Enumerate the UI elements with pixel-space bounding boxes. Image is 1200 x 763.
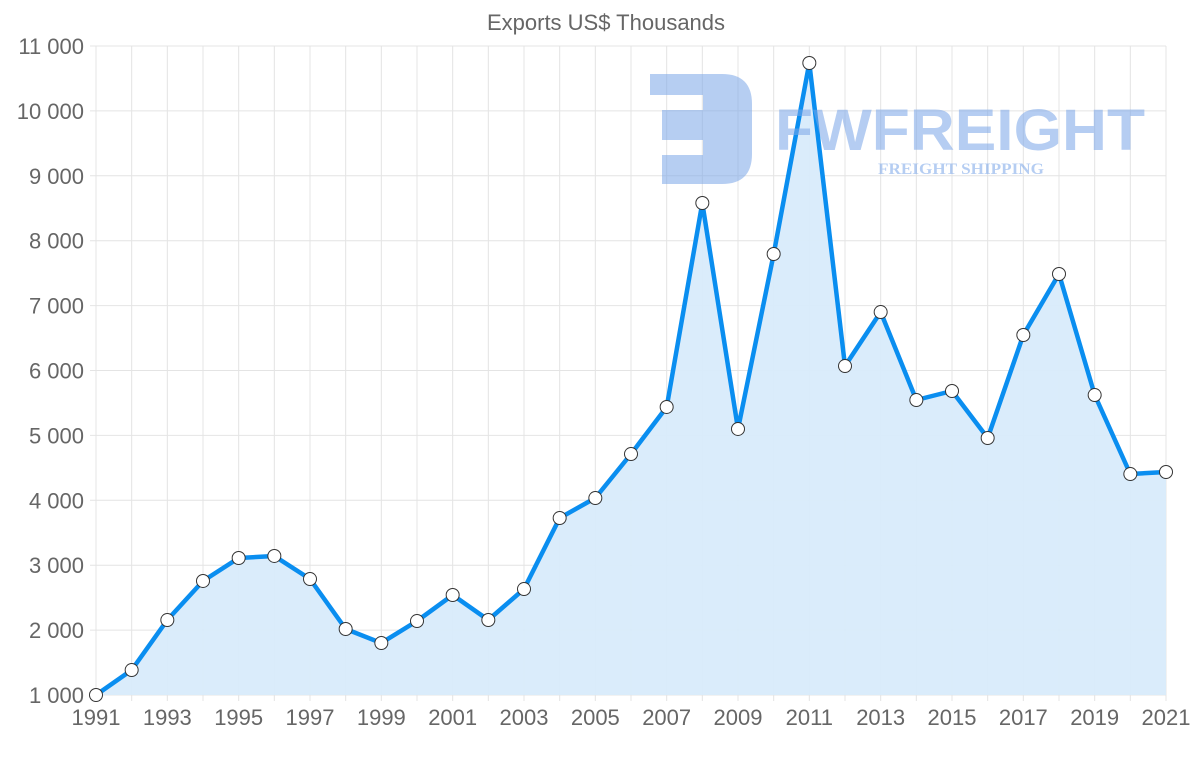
x-axis-ticks: 1991 1993 1995 1997 1999 2001 2003 2005 2007 2009… [72, 705, 1191, 730]
x-tick-label: 1995 [214, 705, 263, 730]
x-tick-label: 2003 [500, 705, 549, 730]
chart-title: Exports US$ Thousands [487, 10, 725, 35]
data-point [802, 56, 817, 71]
y-tick-label: 11 000 [18, 34, 84, 59]
data-point [909, 393, 924, 408]
data-point [695, 195, 710, 210]
y-tick-label: 6 000 [29, 359, 84, 384]
x-tick-label: 2009 [714, 705, 763, 730]
data-point [481, 613, 496, 628]
y-tick-label: 2 000 [29, 618, 84, 643]
x-tick-label: 2021 [1142, 705, 1191, 730]
x-tick-label: 2007 [642, 705, 691, 730]
data-point [1052, 266, 1066, 281]
x-tick-label: 2013 [856, 705, 905, 730]
data-point [89, 688, 103, 702]
data-point [1016, 327, 1031, 342]
data-point [1087, 388, 1102, 403]
data-point [517, 582, 531, 597]
data-point [445, 587, 460, 602]
area-fill [96, 63, 1166, 695]
y-axis-ticks: 1 000 2 000 3 000 4 000 5 000 6 000 7 000 8 000… [17, 34, 84, 708]
data-point [338, 621, 353, 636]
y-tick-label: 1 000 [29, 683, 84, 708]
watermark-logo-mark [650, 74, 752, 184]
data-point [1159, 465, 1173, 480]
data-point [552, 511, 567, 526]
x-tick-label: 1993 [143, 705, 192, 730]
data-point [731, 421, 745, 436]
x-tick-label: 2011 [786, 705, 833, 730]
data-point [231, 550, 246, 565]
y-tick-label: 9 000 [29, 164, 84, 189]
data-point [659, 399, 674, 414]
area-path [96, 63, 1166, 695]
x-tick-label: 2015 [928, 705, 977, 730]
x-tick-label: 2001 [428, 705, 477, 730]
x-tick-label: 1991 [72, 705, 121, 730]
data-point [374, 636, 389, 651]
data-point [766, 247, 781, 262]
data-point [160, 613, 175, 628]
y-tick-label: 7 000 [29, 294, 84, 319]
watermark-logo: FWFREIGHT FREIGHT SHIPPING [650, 74, 1145, 184]
y-tick-label: 3 000 [29, 553, 84, 578]
data-point [124, 663, 139, 678]
x-tick-label: 1999 [357, 705, 406, 730]
y-tick-label: 8 000 [29, 229, 84, 254]
data-point [624, 447, 638, 462]
y-tick-label: 4 000 [29, 488, 84, 513]
y-tick-label: 10 000 [17, 99, 84, 124]
data-point [1123, 467, 1138, 482]
watermark-tagline: FREIGHT SHIPPING [878, 161, 1045, 178]
data-point [980, 430, 995, 445]
data-point [267, 548, 282, 563]
x-tick-label: 1997 [286, 705, 335, 730]
data-point [196, 573, 210, 588]
data-point [410, 614, 424, 629]
watermark-brand: FWFREIGHT [775, 98, 1145, 163]
data-point [588, 491, 603, 506]
x-tick-label: 2019 [1070, 705, 1119, 730]
data-point [303, 572, 317, 587]
y-tick-label: 5 000 [29, 423, 84, 448]
data-point [945, 384, 959, 399]
x-tick-label: 2005 [571, 705, 620, 730]
data-point [873, 305, 888, 320]
x-tick-label: 2017 [999, 705, 1048, 730]
data-point [838, 359, 852, 374]
series-points [89, 56, 1173, 702]
